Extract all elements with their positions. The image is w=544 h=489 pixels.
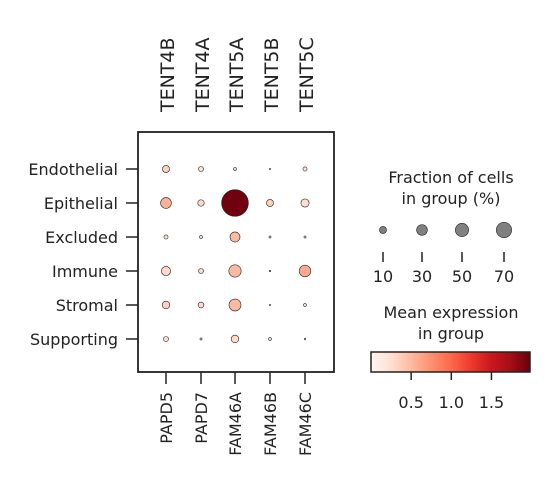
dot-endothelial-fam46b	[269, 168, 271, 170]
dot-immune-fam46b	[268, 269, 272, 273]
dot-epithelial-papd5	[160, 197, 172, 209]
colorbar	[370, 351, 531, 373]
dot-supporting-fam46b	[268, 337, 272, 341]
size-legend-dot	[379, 226, 387, 234]
y-tick-label: Immune	[52, 262, 118, 281]
color-legend-title: Mean expression	[384, 303, 519, 322]
size-legend-dot	[416, 224, 428, 236]
size-legend-label: 70	[494, 267, 514, 286]
dot-endothelial-fam46a	[233, 167, 237, 171]
y-tick-label: Stromal	[56, 296, 118, 315]
x-bottom-label: FAM46C	[296, 392, 315, 456]
dot-stromal-fam46c	[303, 303, 307, 307]
dot-supporting-fam46a	[230, 334, 240, 344]
dot-supporting-papd7	[199, 337, 203, 341]
dot-immune-fam46c	[298, 264, 312, 278]
x-top-label: TENT4A	[192, 37, 214, 113]
dot-excluded-fam46b	[268, 235, 272, 239]
colorbar-tick-label: 1.0	[439, 393, 464, 412]
y-tick-label: Excluded	[45, 228, 118, 247]
size-legend-label: 10	[373, 267, 393, 286]
x-bottom-label: PAPD7	[192, 392, 211, 444]
dot-stromal-fam46a	[228, 298, 242, 312]
x-bottom-label: FAM46A	[226, 392, 245, 456]
dot-stromal-papd5	[161, 300, 171, 310]
size-legend-subtitle: in group (%)	[402, 189, 501, 208]
color-legend-subtitle: in group	[418, 324, 484, 343]
dot-epithelial-fam46b	[266, 199, 274, 207]
dot-endothelial-papd5	[162, 165, 170, 173]
dot-endothelial-papd7	[198, 166, 204, 172]
dot-epithelial-papd7	[197, 199, 205, 207]
x-top-label: TENT5A	[226, 37, 248, 113]
dot-stromal-fam46b	[269, 304, 271, 306]
dot-excluded-fam46c	[303, 235, 307, 239]
colorbar-tick-label: 0.5	[398, 393, 423, 412]
dot-supporting-papd5	[163, 336, 169, 342]
dot-endothelial-fam46c	[302, 166, 308, 172]
x-top-label: TENT4B	[157, 37, 179, 113]
size-legend-dot	[496, 222, 512, 238]
plot-frame	[137, 131, 335, 373]
y-tick-label: Epithelial	[44, 194, 118, 213]
dot-epithelial-fam46c	[300, 198, 310, 208]
size-legend-label: 30	[412, 267, 432, 286]
x-top-label: TENT5C	[296, 37, 318, 113]
y-tick-label: Supporting	[30, 330, 118, 349]
dot-stromal-papd7	[197, 301, 205, 309]
dot-epithelial-fam46a	[221, 189, 249, 217]
dot-supporting-fam46c	[303, 337, 307, 341]
dot-excluded-papd5	[163, 234, 169, 240]
size-legend-label: 50	[452, 267, 472, 286]
dot-immune-papd7	[198, 268, 204, 274]
x-bottom-label: PAPD5	[157, 392, 176, 444]
dot-immune-papd5	[161, 266, 171, 276]
dot-excluded-papd7	[199, 235, 203, 239]
colorbar-tick-label: 1.5	[479, 393, 504, 412]
y-tick-label: Endothelial	[28, 160, 118, 179]
size-legend-dot	[455, 223, 469, 237]
dot-immune-fam46a	[228, 264, 242, 278]
size-legend-title: Fraction of cells	[388, 168, 513, 187]
dot-excluded-fam46a	[229, 231, 241, 243]
x-bottom-label: FAM46B	[261, 392, 280, 456]
x-top-label: TENT5B	[261, 37, 283, 113]
